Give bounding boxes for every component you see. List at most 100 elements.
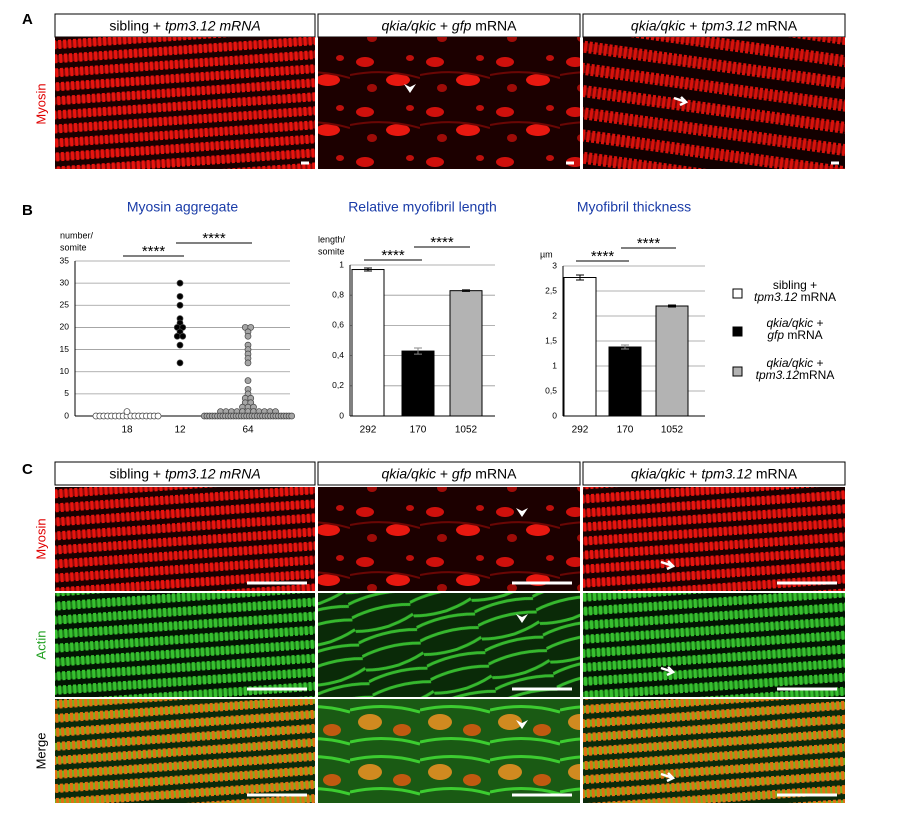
text-part: mRNA: [752, 17, 798, 33]
error-bar: [364, 267, 372, 272]
row-label: Myosin: [33, 518, 48, 559]
y-tick-label: 0,2: [332, 380, 344, 390]
text-part: +: [685, 17, 701, 33]
data-point: [244, 332, 252, 340]
x-tick-label: 170: [617, 425, 634, 436]
y-tick-label: 5: [64, 388, 69, 398]
x-tick-label: 292: [572, 425, 589, 436]
bar: [351, 269, 385, 417]
error-bar: [414, 347, 422, 355]
text-part: tpm3.12: [701, 465, 752, 481]
y-tick-label: 25: [60, 300, 70, 310]
text-part: qkia/qkic: [766, 356, 813, 370]
y-tick-label: 2,5: [545, 285, 557, 295]
text-part: +: [436, 465, 452, 481]
bar: [655, 305, 689, 417]
panel-label: C: [22, 461, 33, 478]
micrograph: [318, 487, 580, 591]
text-part: mRNA: [784, 328, 823, 342]
legend-swatch: [732, 326, 743, 337]
text-part: tpm3.12 mRNA: [165, 465, 261, 481]
y-axis-label: number/: [60, 230, 94, 240]
y-tick-label: 0: [64, 410, 69, 420]
data-point: [176, 279, 184, 287]
x-tick-label: 64: [242, 425, 254, 436]
legend-swatch: [732, 366, 743, 377]
text-part: tpm3.12: [701, 17, 752, 33]
text-part: +: [685, 465, 701, 481]
error-bar: [621, 344, 629, 350]
x-tick-label: 292: [360, 425, 377, 436]
y-axis-label: µm: [540, 249, 553, 259]
micrograph: [55, 487, 315, 591]
y-tick-label: 1,5: [545, 335, 557, 345]
data-point: [173, 332, 181, 340]
y-tick-label: 3: [552, 260, 557, 270]
text-part: mRNA: [471, 465, 517, 481]
significance-label: ****: [142, 243, 166, 260]
significance-label: ****: [202, 230, 226, 247]
text-part: qkia/qkic: [381, 17, 435, 33]
data-point: [179, 332, 187, 340]
significance-label: ****: [381, 247, 405, 264]
text-part: gfp: [452, 465, 472, 481]
text-part: +: [813, 356, 823, 370]
significance-label: ****: [637, 235, 661, 252]
data-point: [288, 412, 296, 420]
arrow: [660, 560, 676, 571]
arrowhead: [516, 720, 528, 729]
x-tick-label: 1052: [455, 425, 478, 436]
y-tick-label: 0: [339, 410, 344, 420]
text-part: tpm3.12: [754, 290, 798, 304]
bar: [563, 277, 597, 417]
arrow: [660, 666, 676, 677]
data-point: [244, 359, 252, 367]
column-header: [317, 461, 581, 486]
bar: [401, 350, 435, 417]
text-part: mRNA: [797, 290, 836, 304]
header-text: qkia/qkic + gfp mRNA: [381, 465, 517, 481]
data-point: [123, 408, 131, 415]
column-header: [582, 461, 846, 486]
legend-text: qkia/qkic +: [766, 316, 823, 330]
row-label: Merge: [33, 733, 48, 770]
y-axis-label: length/: [318, 234, 346, 244]
text-part: sibling +: [109, 465, 165, 481]
chart-title: Relative myofibril length: [348, 199, 497, 215]
arrowhead: [404, 84, 416, 93]
data-point: [244, 377, 252, 384]
text-part: +: [813, 316, 823, 330]
data-point: [154, 412, 162, 420]
micrograph: [583, 487, 845, 591]
arrow: [673, 96, 689, 107]
micrograph: [583, 593, 845, 697]
micrograph: [55, 37, 315, 169]
column-header: [54, 461, 316, 486]
y-tick-label: 1: [552, 360, 557, 370]
text-part: qkia/qkic: [631, 17, 685, 33]
text-part: gfp: [767, 328, 784, 342]
bar: [449, 290, 483, 417]
legend-text: tpm3.12 mRNA: [754, 290, 836, 304]
bar: [608, 346, 642, 417]
arrow: [660, 772, 676, 783]
micrograph: [55, 593, 315, 697]
chart-title: Myosin aggregate: [127, 199, 239, 215]
text-part: +: [436, 17, 452, 33]
y-tick-label: 10: [60, 366, 70, 376]
error-bar: [576, 274, 584, 281]
data-point: [176, 293, 184, 300]
text-part: sibling +: [109, 17, 165, 33]
micrograph: [583, 37, 845, 169]
y-axis-label: somite: [318, 246, 345, 256]
x-tick-label: 12: [174, 425, 186, 436]
arrowhead: [516, 508, 528, 517]
header-text: qkia/qkic + gfp mRNA: [381, 17, 517, 33]
row-label: Actin: [33, 631, 48, 660]
y-tick-label: 15: [60, 344, 70, 354]
text-part: qkia/qkic: [381, 465, 435, 481]
text-part: tpm3.12: [756, 368, 800, 382]
y-tick-label: 0,4: [332, 350, 344, 360]
